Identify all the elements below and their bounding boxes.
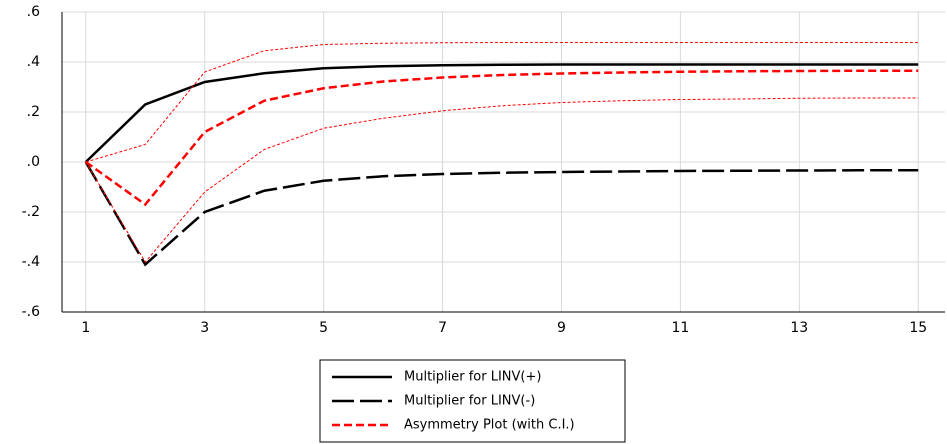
y-tick-label: -.4: [22, 254, 41, 270]
y-tick-label: .0: [27, 154, 40, 170]
y-tick-label: .2: [27, 104, 40, 120]
x-tick-label: 11: [671, 320, 689, 336]
x-tick-label: 9: [557, 320, 566, 336]
legend-label: Asymmetry Plot (with C.I.): [404, 418, 575, 433]
y-tick-label: -.2: [22, 204, 40, 220]
x-tick-label: 15: [909, 320, 927, 336]
y-tick-label: -.6: [22, 304, 41, 320]
series-line: [85, 42, 919, 163]
x-tick-label: 13: [790, 320, 808, 336]
series-line: [85, 97, 919, 263]
series-line: [84, 161, 919, 267]
x-tick-label: 3: [200, 320, 209, 336]
y-tick-label: .6: [27, 4, 40, 20]
x-tick-label: 5: [319, 320, 328, 336]
x-tick-label: 7: [438, 320, 447, 336]
legend-label: Multiplier for LINV(+): [404, 370, 541, 385]
series-line: [84, 63, 919, 163]
x-tick-label: 1: [81, 320, 90, 336]
legend-label: Multiplier for LINV(-): [404, 394, 535, 409]
series-line: [85, 69, 919, 207]
y-tick-label: .4: [27, 54, 40, 70]
